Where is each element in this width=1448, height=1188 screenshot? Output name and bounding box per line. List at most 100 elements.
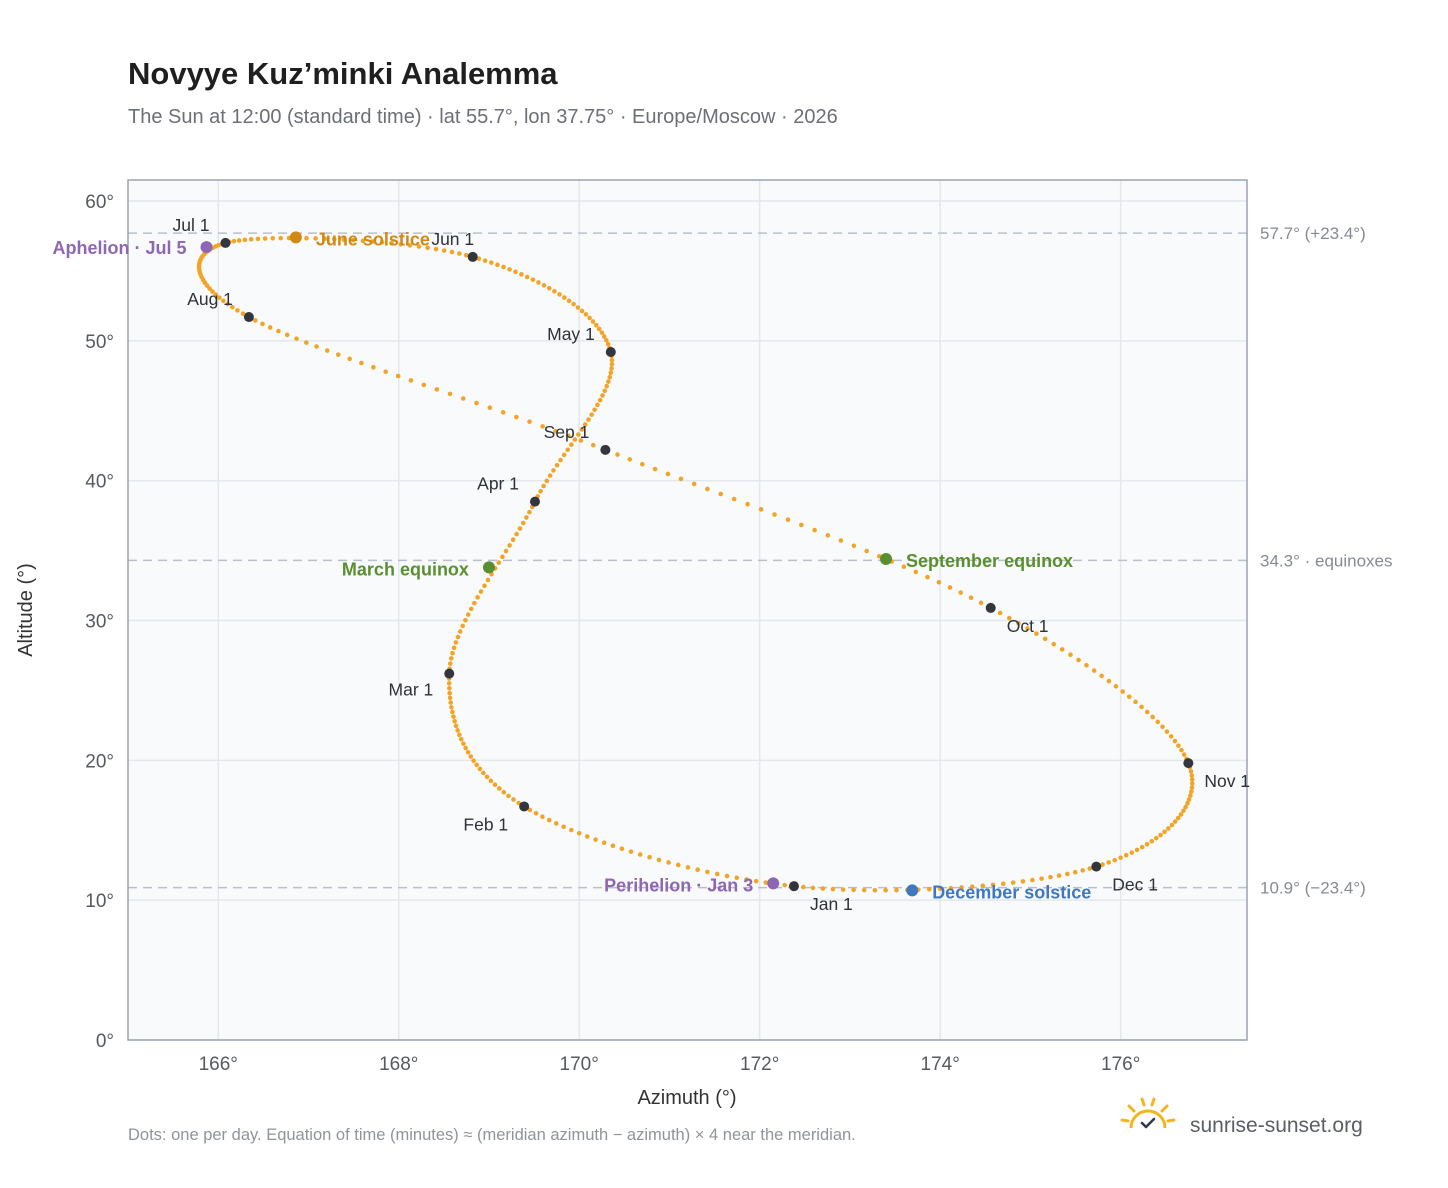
daily-sun-dot xyxy=(517,526,523,531)
month-label: Aug 1 xyxy=(187,289,233,309)
daily-sun-dot xyxy=(495,262,500,268)
daily-sun-dot xyxy=(331,236,337,242)
daily-sun-dot xyxy=(1120,689,1126,694)
daily-sun-dot xyxy=(678,476,684,482)
daily-sun-dot xyxy=(453,640,459,645)
daily-sun-dot xyxy=(262,236,268,241)
month-label: Jan 1 xyxy=(810,894,853,914)
daily-sun-dot xyxy=(596,326,602,332)
daily-sun-dot xyxy=(507,267,512,272)
daily-sun-dot xyxy=(883,887,888,893)
daily-sun-dot xyxy=(958,590,964,595)
daily-sun-dot xyxy=(605,341,611,347)
daily-sun-dot xyxy=(628,849,634,854)
daily-sun-dot xyxy=(448,656,454,661)
daily-sun-dot xyxy=(527,807,533,813)
daily-sun-dot xyxy=(1149,838,1155,844)
daily-sun-dot xyxy=(602,388,608,394)
daily-sun-dot xyxy=(565,447,571,453)
event-label: December solstice xyxy=(932,882,1091,902)
event-marker xyxy=(200,241,213,254)
x-tick-label: 168° xyxy=(379,1054,418,1075)
daily-sun-dot xyxy=(408,378,414,383)
month-marker xyxy=(529,496,540,507)
daily-sun-dot xyxy=(541,483,546,489)
month-marker xyxy=(985,602,996,613)
daily-sun-dot xyxy=(1106,860,1112,865)
daily-sun-dot xyxy=(705,869,710,875)
daily-sun-dot xyxy=(294,336,299,341)
month-label: Apr 1 xyxy=(477,474,519,494)
daily-sun-dot xyxy=(558,457,563,463)
daily-sun-dot xyxy=(510,537,516,543)
daily-sun-dot xyxy=(530,277,536,282)
daily-sun-dot xyxy=(1168,734,1174,739)
daily-sun-dot xyxy=(463,617,468,623)
daily-sun-dot xyxy=(267,325,273,330)
daily-sun-dot xyxy=(452,718,457,724)
daily-sun-dot xyxy=(576,830,582,836)
daily-sun-dot xyxy=(379,240,385,245)
plot-frame xyxy=(127,179,1248,1041)
daily-sun-dot xyxy=(593,837,598,842)
reference-lines: 57.7° (+23.4°) 34.3° · equinoxes 10.9° (−2… xyxy=(128,224,1393,898)
y-tick-label: 10° xyxy=(85,891,114,912)
daily-sun-dot xyxy=(705,486,710,492)
daily-sun-dot xyxy=(801,884,806,890)
daily-sun-dot xyxy=(610,843,616,849)
month-label: Nov 1 xyxy=(1204,771,1250,791)
daily-sun-dot xyxy=(569,442,574,447)
daily-sun-dot xyxy=(524,274,530,280)
daily-sun-dot xyxy=(1007,615,1012,621)
axis-ticks: 166° 168° 170° 172° 174° 176° 0° 10° 20° 30° 40° 50… xyxy=(85,192,1140,1075)
daily-sun-dot xyxy=(763,880,769,885)
daily-sun-dot xyxy=(485,577,491,583)
daily-sun-dot xyxy=(304,340,309,345)
y-tick-label: 0° xyxy=(96,1031,114,1052)
daily-sun-dot xyxy=(947,585,953,590)
x-tick-label: 174° xyxy=(921,1054,960,1075)
daily-sun-dot xyxy=(484,774,490,780)
daily-sun-dot xyxy=(913,569,919,575)
daily-sun-dot xyxy=(1169,822,1175,828)
daily-sun-dot xyxy=(1134,847,1140,853)
daily-sun-dot xyxy=(606,379,611,384)
footnote: Dots: one per day. Equation of time (min… xyxy=(128,1126,856,1144)
month-label: Oct 1 xyxy=(1007,616,1049,636)
daily-sun-dot xyxy=(421,382,427,388)
daily-sun-dot xyxy=(541,283,547,288)
daily-sun-dot xyxy=(1188,793,1193,798)
daily-sun-dot xyxy=(872,887,878,893)
daily-sun-dot xyxy=(276,328,281,334)
daily-sun-dot xyxy=(820,886,826,891)
daily-sun-dot xyxy=(1100,862,1105,867)
daily-sun-dot xyxy=(370,239,375,244)
daily-sun-dot xyxy=(812,527,817,533)
daily-sun-dot xyxy=(937,886,943,892)
daily-sun-dot xyxy=(861,887,867,893)
daily-sun-dot xyxy=(1185,800,1190,806)
daily-sun-dot xyxy=(1189,789,1194,794)
daily-sun-dot xyxy=(488,778,494,784)
daily-sun-dot xyxy=(1034,631,1039,636)
daily-sun-dot xyxy=(546,285,552,291)
event-label: September equinox xyxy=(906,551,1073,571)
month-marker xyxy=(220,237,231,248)
daily-sun-dot xyxy=(1186,797,1192,802)
daily-sun-dot xyxy=(926,886,932,892)
daily-sun-dot xyxy=(451,645,457,651)
reference-line-label: 10.9° (−23.4°) xyxy=(1260,879,1366,898)
daily-sun-dot xyxy=(640,461,645,467)
daily-sun-dot xyxy=(772,512,777,517)
daily-sun-dot xyxy=(587,315,592,321)
daily-sun-dot xyxy=(1160,724,1165,730)
daily-sun-dot xyxy=(235,308,240,313)
daily-sun-dot xyxy=(799,522,804,528)
daily-sun-dot xyxy=(481,770,486,776)
y-tick-label: 30° xyxy=(85,611,114,632)
daily-sun-dot xyxy=(1178,812,1184,817)
daily-sun-dot xyxy=(527,509,532,515)
daily-sun-dot xyxy=(465,612,471,617)
daily-sun-dot xyxy=(1129,850,1135,855)
